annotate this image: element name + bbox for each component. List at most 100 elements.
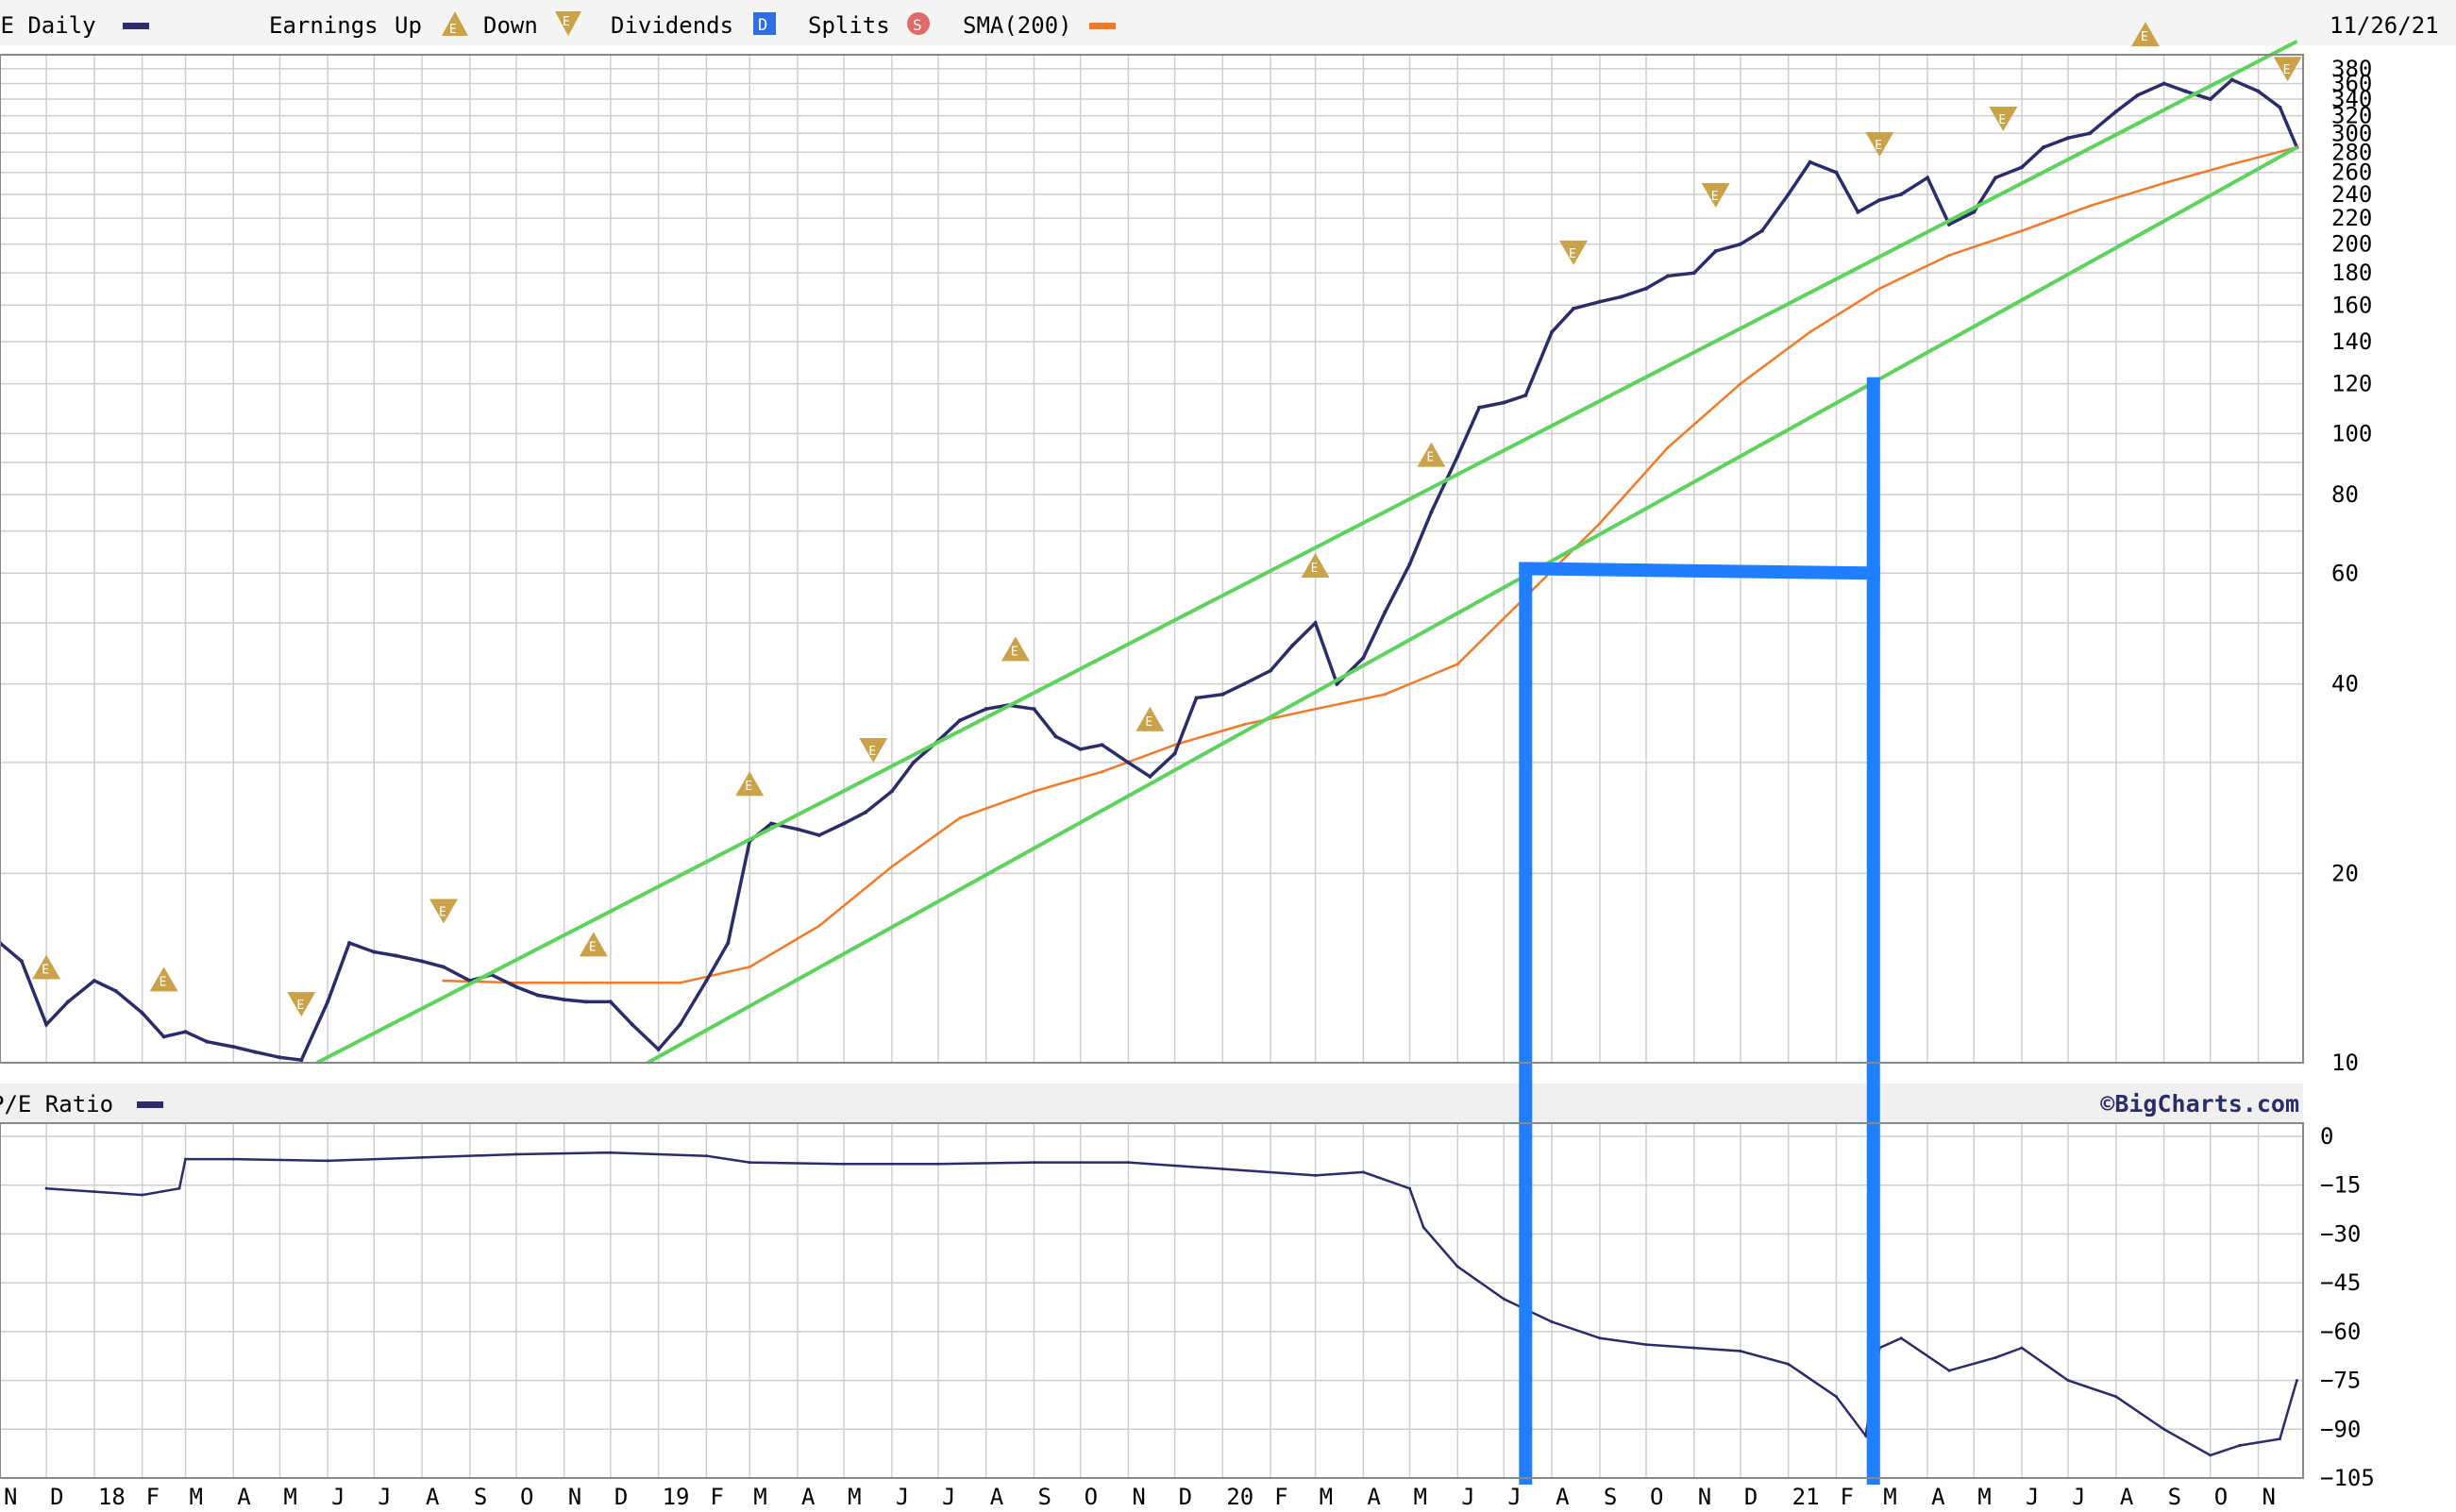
price-point — [1290, 644, 1295, 648]
sma-point — [817, 924, 821, 928]
earnings-down-shape — [1989, 107, 2018, 132]
price-point — [630, 1022, 634, 1027]
x-tick-label: A — [2120, 1484, 2134, 1508]
price-point — [1572, 306, 1576, 311]
splits-icon-glyph: S — [913, 16, 922, 34]
price-grid — [0, 55, 2303, 1064]
price-y-tick-label: 100 — [2331, 420, 2372, 446]
price-point — [889, 789, 894, 794]
x-tick-label: J — [378, 1484, 391, 1508]
price-point — [44, 1022, 49, 1027]
earnings-glyph: E — [745, 780, 752, 794]
price-point — [562, 998, 566, 1002]
pe-y-tick-label: −45 — [2320, 1269, 2361, 1296]
price-point — [769, 821, 774, 826]
x-tick-label: J — [1461, 1484, 1474, 1508]
x-tick-label: J — [896, 1484, 909, 1508]
legend-up: Up — [395, 12, 422, 39]
pe-point — [1455, 1265, 1459, 1268]
x-axis: N D 18 F M A M J J A S O N D 19 F M A M J J A S O N D 20 F M A M J J A S O N… — [4, 1484, 2276, 1510]
pe-point — [2114, 1395, 2118, 1399]
pe-point — [1787, 1362, 1791, 1366]
price-point — [1172, 751, 1177, 756]
pe-y-tick-label: −15 — [2320, 1172, 2361, 1199]
trend-line-1 — [647, 145, 2298, 1065]
price-y-tick-label: 220 — [2331, 205, 2372, 231]
pe-y-tick-label: −105 — [2320, 1465, 2375, 1491]
earnings-up-shape — [2130, 22, 2160, 47]
price-y-tick-label: 340 — [2331, 86, 2372, 112]
x-tick-label: A — [426, 1484, 440, 1508]
x-tick-label: M — [190, 1484, 203, 1508]
x-tick-label: J — [1507, 1484, 1521, 1508]
price-point — [1220, 692, 1225, 697]
sma-point — [2230, 162, 2234, 166]
x-tick-label: S — [1604, 1484, 1617, 1508]
earnings-glyph: E — [868, 745, 876, 759]
pe-point — [2066, 1379, 2070, 1383]
price-point — [2208, 97, 2212, 102]
price-point — [1691, 271, 1696, 276]
price-panel-border — [0, 54, 2304, 1064]
price-point — [372, 949, 377, 954]
x-tick-label: A — [1931, 1484, 1945, 1508]
price-point — [1126, 760, 1131, 764]
x-tick-label: M — [1977, 1484, 1991, 1508]
earnings-down-shape — [429, 899, 458, 924]
earnings-up-shape — [1417, 442, 1446, 467]
price-point — [1194, 696, 1199, 700]
earnings-up-icon: E — [1417, 442, 1446, 467]
sma-point — [442, 979, 446, 983]
pe-header-bar — [0, 1084, 2303, 1123]
earnings-down-shape — [287, 992, 316, 1017]
price-points — [0, 77, 2299, 1063]
earnings-glyph: E — [1711, 190, 1719, 204]
pe-point — [748, 1161, 751, 1165]
price-point — [394, 953, 398, 958]
pe-points — [44, 1151, 2298, 1457]
x-tick-label: A — [1367, 1484, 1381, 1508]
price-point — [205, 1039, 210, 1044]
earnings-up-icon: E — [2130, 22, 2160, 47]
earnings-down-icon: E — [2273, 57, 2302, 82]
price-point — [231, 1045, 236, 1050]
price-point — [864, 810, 868, 815]
price-y-tick-label: 80 — [2331, 481, 2359, 508]
price-point — [816, 832, 821, 837]
price-point — [1242, 681, 1247, 686]
pe-point — [2278, 1437, 2281, 1441]
pe-point — [2295, 1379, 2298, 1383]
earnings-glyph: E — [1998, 113, 2006, 127]
sma-point — [1739, 382, 1742, 386]
pe-point — [936, 1162, 940, 1166]
earnings-up-icon: E — [1135, 706, 1165, 731]
price-point — [1078, 747, 1083, 751]
price-point — [1834, 170, 1839, 175]
price-point — [1597, 299, 1602, 304]
x-tick-label: 20 — [1226, 1484, 1253, 1508]
sma-point — [679, 981, 682, 984]
price-point — [19, 959, 24, 964]
price-point — [1335, 681, 1339, 686]
pe-point — [93, 1190, 96, 1194]
price-y-tick-label: 200 — [2331, 231, 2372, 258]
price-y-tick-label: 260 — [2331, 160, 2372, 186]
price-point — [66, 1000, 71, 1004]
x-tick-label: O — [1650, 1484, 1663, 1508]
x-tick-label: A — [801, 1484, 816, 1508]
price-y-tick-label: 320 — [2331, 103, 2372, 129]
x-tick-label: F — [146, 1484, 160, 1508]
price-point — [911, 760, 916, 764]
price-point — [842, 821, 847, 826]
pe-point — [2238, 1444, 2242, 1448]
sma-point — [890, 865, 894, 868]
x-tick-label: A — [237, 1484, 251, 1508]
pe-point — [2020, 1346, 2024, 1350]
pe-point — [326, 1159, 329, 1163]
legend-sma: SMA(200) — [963, 12, 1072, 39]
legend-bar — [0, 0, 2456, 45]
price-y-tick-label: 160 — [2331, 292, 2372, 318]
price-point — [1477, 405, 1482, 410]
price-point — [1877, 197, 1882, 202]
earnings-up-shape — [1001, 636, 1030, 662]
